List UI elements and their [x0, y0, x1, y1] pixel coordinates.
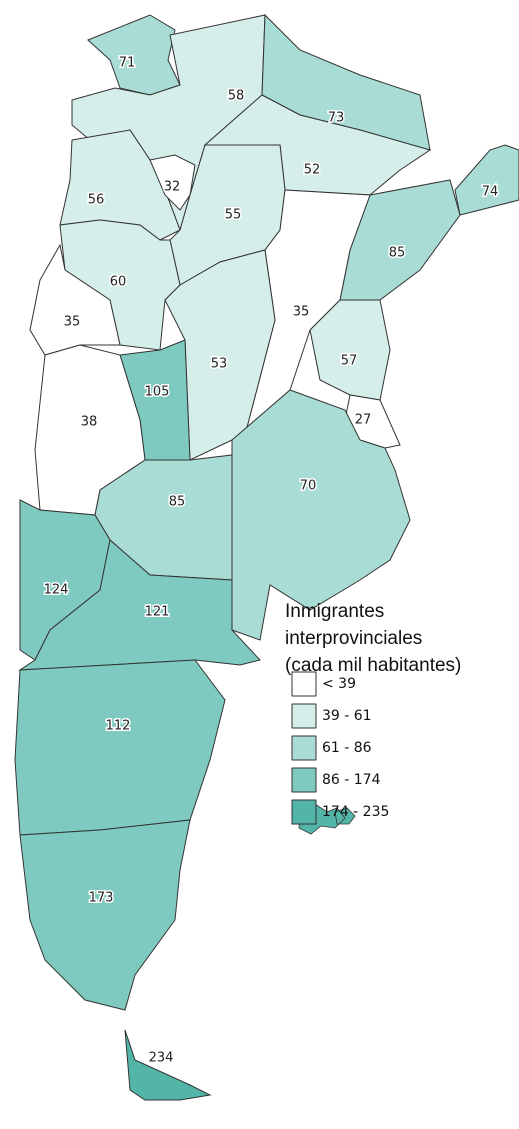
province	[18, 539, 261, 671]
province	[231, 389, 411, 641]
legend-label: 174 - 235	[322, 804, 389, 820]
province-value: 35	[293, 305, 310, 320]
province-value: 105	[145, 385, 170, 400]
legend-swatch	[291, 703, 317, 729]
province	[124, 1029, 212, 1101]
province-value: 173	[89, 891, 114, 906]
province	[454, 144, 519, 216]
legend-label: < 39	[322, 676, 356, 692]
province-value: 58	[228, 89, 245, 104]
province-value: 57	[341, 354, 358, 369]
value-labels: 71 58 73 52 74 56 32 55 85 60 35 35 53 57 105 38 27 85 70 1…	[42, 54, 500, 1067]
legend-label: 86 - 174	[322, 772, 381, 788]
province-value: 124	[44, 583, 69, 598]
legend-swatch	[291, 671, 317, 697]
province-value: 53	[211, 357, 228, 372]
legend-title: interprovinciales	[285, 628, 422, 649]
province-value: 52	[304, 163, 321, 178]
province-value: 27	[355, 413, 372, 428]
legend-title: Inmigrantes	[285, 601, 384, 622]
province-value: 55	[225, 208, 242, 223]
legend: Inmigrantes interprovinciales (cada mil ha…	[285, 601, 461, 825]
province	[19, 819, 191, 1011]
province-value: 38	[81, 415, 98, 430]
province-value: 74	[482, 185, 499, 200]
province-value: 56	[88, 193, 105, 208]
province-value: 85	[389, 246, 406, 261]
province-value: 35	[64, 315, 81, 330]
legend-swatch	[291, 735, 317, 761]
province-value: 60	[110, 275, 127, 290]
province-value: 32	[164, 180, 181, 195]
province-value: 71	[119, 56, 136, 71]
province	[14, 659, 226, 836]
province-value: 85	[169, 495, 186, 510]
legend-label: 39 - 61	[322, 708, 372, 724]
provinces	[14, 13, 519, 1101]
legend-swatch	[291, 799, 317, 825]
legend-label: 61 - 86	[322, 740, 372, 756]
province-value: 73	[328, 111, 345, 126]
legend-title: (cada mil habitantes)	[285, 655, 461, 676]
province-value: 121	[145, 605, 170, 620]
province-value: 112	[106, 719, 131, 734]
province-value: 70	[300, 479, 317, 494]
province-value: 234	[149, 1051, 174, 1066]
legend-swatch	[291, 767, 317, 793]
